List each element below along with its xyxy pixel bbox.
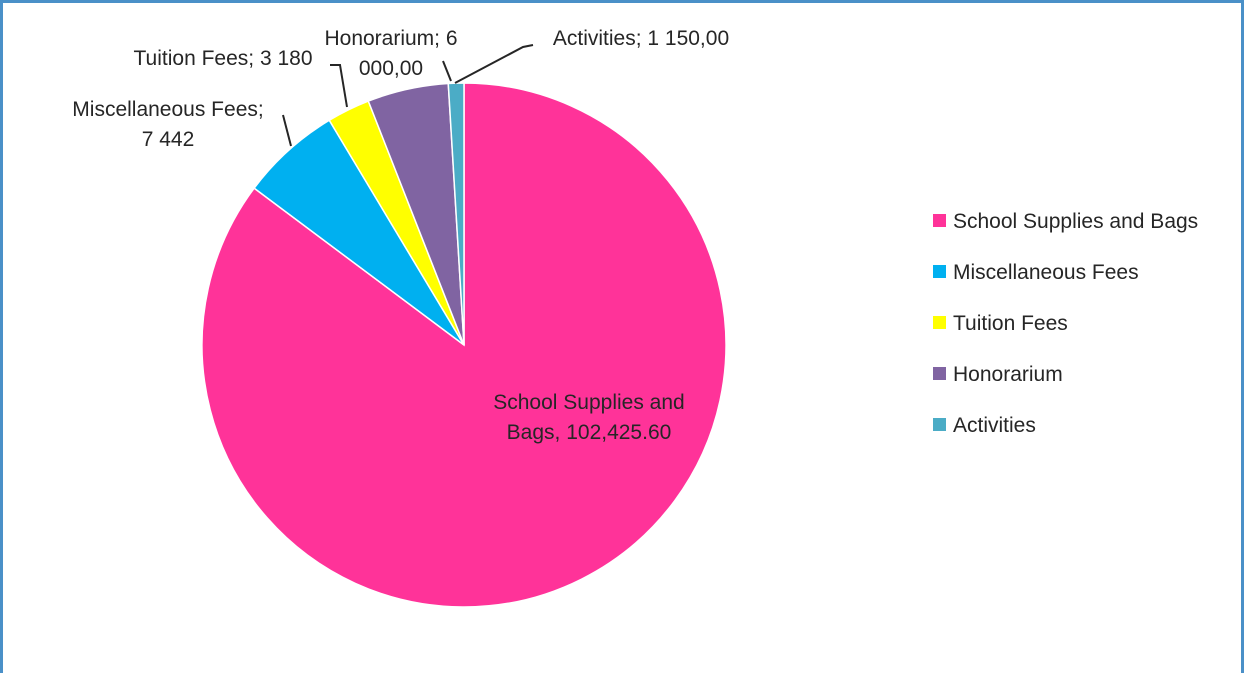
data-label-miscellaneous-fees: Miscellaneous Fees; 7 442 (72, 98, 263, 151)
legend-swatch-school-supplies-and-bags (933, 214, 946, 227)
data-label-line: Miscellaneous Fees; (72, 98, 263, 121)
data-label-school-supplies-and-bags: School Supplies and Bags, 102,425.60 (493, 391, 684, 444)
legend-label-activities: Activities (953, 414, 1036, 437)
legend-label-miscellaneous-fees: Miscellaneous Fees (953, 261, 1139, 284)
data-label-line: 7 442 (142, 128, 195, 151)
leader-line-miscellaneous-fees (282, 114, 292, 147)
legend-swatch-activities (933, 418, 946, 431)
data-label-tuition-fees: Tuition Fees; 3 180 (134, 47, 313, 70)
legend-swatch-miscellaneous-fees (933, 265, 946, 278)
legend-label-school-supplies-and-bags: School Supplies and Bags (953, 210, 1198, 233)
leader-line-honorarium (442, 60, 452, 82)
leader-line-activities (454, 44, 534, 84)
data-label-honorarium: Honorarium; 6 000,00 (324, 27, 457, 80)
pie-slices (201, 82, 727, 608)
data-label-line: Activities; 1 150,00 (553, 27, 729, 50)
data-labels: School Supplies and Bags, 102,425.60 Misce… (72, 27, 729, 444)
leader-lines (282, 44, 534, 147)
legend: School Supplies and Bags Miscellaneous Fe… (933, 210, 1198, 437)
data-label-line: Honorarium; 6 (324, 27, 457, 50)
data-label-line: Bags, 102,425.60 (507, 421, 672, 444)
pie-chart: School Supplies and Bags, 102,425.60 Misce… (72, 27, 1198, 608)
leader-line-tuition-fees (330, 64, 348, 108)
legend-swatch-tuition-fees (933, 316, 946, 329)
legend-label-tuition-fees: Tuition Fees (953, 312, 1068, 335)
legend-swatch-honorarium (933, 367, 946, 380)
data-label-activities: Activities; 1 150,00 (553, 27, 729, 50)
data-label-line: Tuition Fees; 3 180 (134, 47, 313, 70)
legend-label-honorarium: Honorarium (953, 363, 1063, 386)
data-label-line: 000,00 (359, 57, 423, 80)
data-label-line: School Supplies and (493, 391, 684, 414)
